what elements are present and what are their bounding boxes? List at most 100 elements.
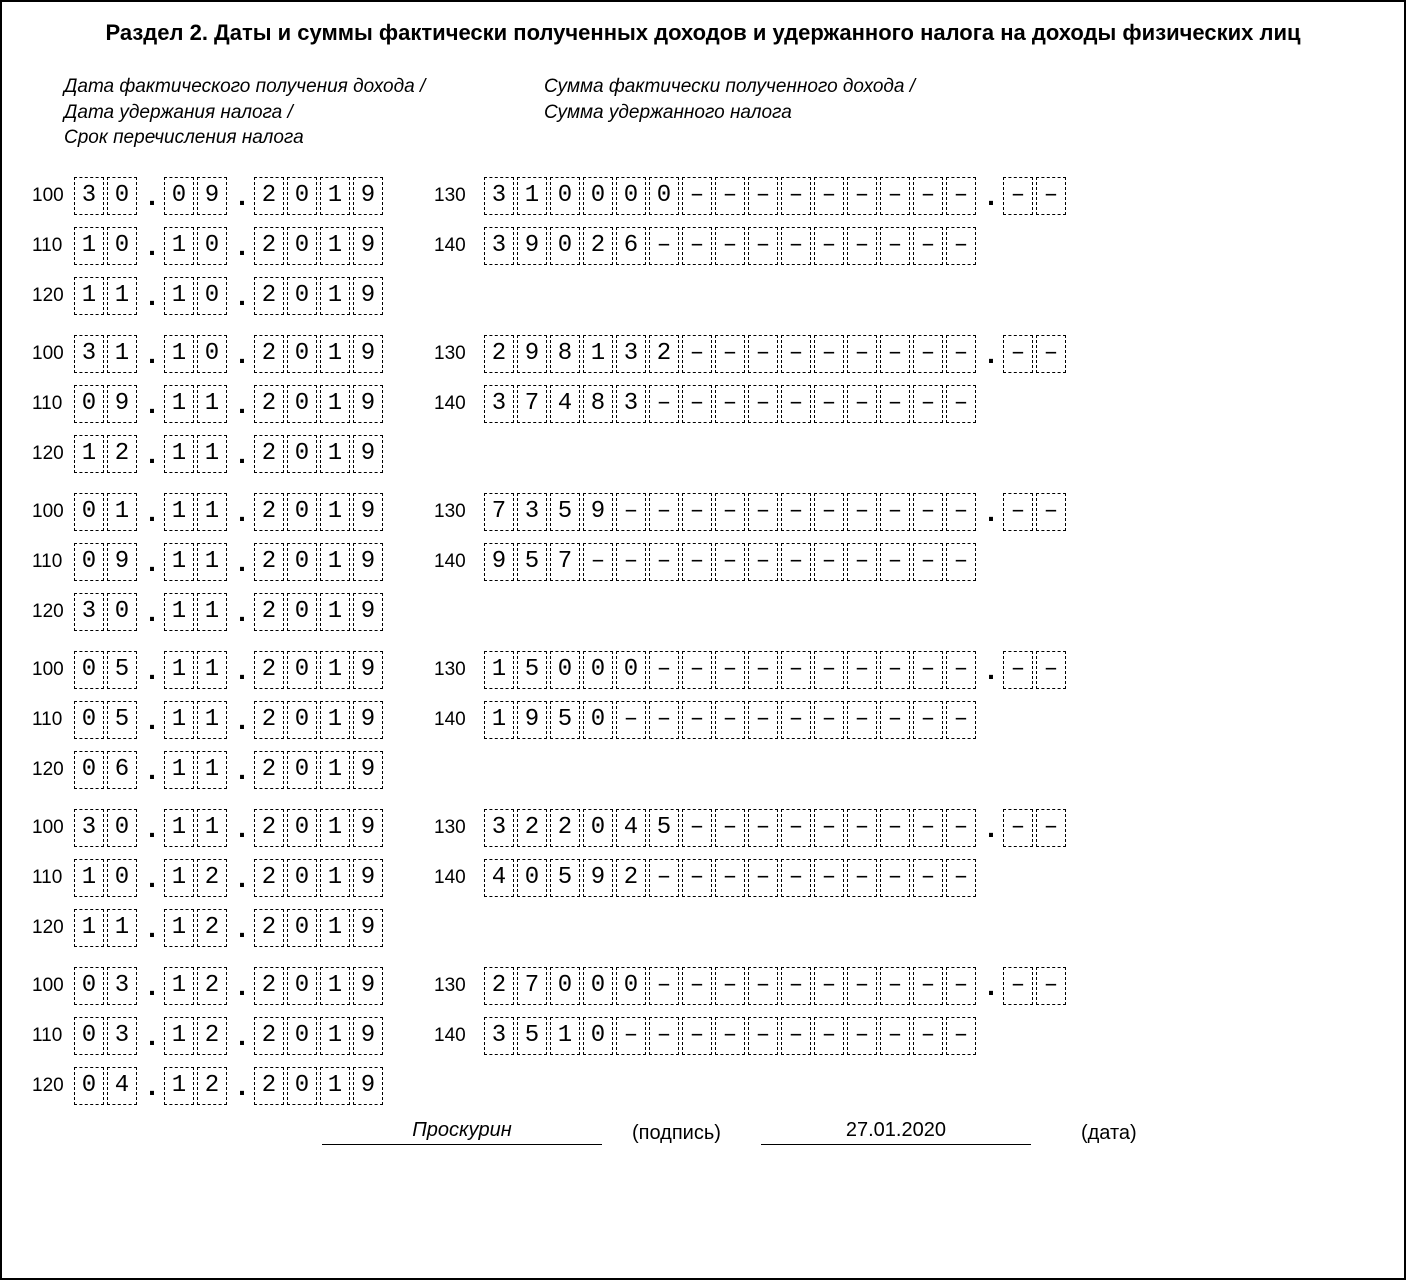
row-code: 130: [434, 501, 484, 523]
cell: 0: [287, 335, 317, 373]
cell: 9: [353, 385, 383, 423]
cell: –: [913, 1017, 943, 1055]
date-cells: 03.12.2019: [74, 967, 386, 1005]
cell: 2: [254, 859, 284, 897]
cell: 2: [550, 809, 580, 847]
cell: 9: [353, 1067, 383, 1105]
form-row: 10003.12.201913027000––––––––––.––: [32, 961, 1374, 1011]
cell: –: [748, 651, 778, 689]
cell: –: [814, 651, 844, 689]
dot-separator: .: [982, 493, 1000, 531]
dot-separator: .: [982, 651, 1000, 689]
cell: 0: [107, 809, 137, 847]
cell: –: [814, 385, 844, 423]
cell: 0: [583, 701, 613, 739]
dot-separator: .: [233, 651, 251, 689]
form-row: 10031.10.2019130298132–––––––––.––: [32, 329, 1374, 379]
cell: 5: [107, 651, 137, 689]
cell: 9: [583, 493, 613, 531]
cell: 0: [287, 227, 317, 265]
cell: –: [880, 335, 910, 373]
cell: –: [715, 651, 745, 689]
cell: 0: [287, 909, 317, 947]
cell: 1: [164, 967, 194, 1005]
cell: 0: [550, 177, 580, 215]
cell: 8: [550, 335, 580, 373]
dot-separator: .: [233, 859, 251, 897]
data-blocks: 10030.09.2019130310000–––––––––.––11010.…: [32, 171, 1374, 1111]
cell: 0: [107, 859, 137, 897]
cell: –: [946, 385, 976, 423]
cell: 3: [616, 385, 646, 423]
cell: 1: [107, 493, 137, 531]
cell: 1: [74, 909, 104, 947]
cell: 0: [287, 1017, 317, 1055]
cell: –: [682, 177, 712, 215]
entry-block: 10031.10.2019130298132–––––––––.––11009.…: [32, 329, 1374, 479]
cell: 3: [484, 1017, 514, 1055]
cell: 0: [550, 967, 580, 1005]
dot-separator: .: [233, 809, 251, 847]
amount-cells: 7359–––––––––––.––: [484, 493, 1069, 531]
cell: 9: [353, 543, 383, 581]
dot-separator: .: [233, 593, 251, 631]
cell: 0: [583, 651, 613, 689]
date-cells: 10.10.2019: [74, 227, 386, 265]
cell: –: [1003, 809, 1033, 847]
row-code: 140: [434, 235, 484, 257]
cell: 2: [517, 809, 547, 847]
cell: 1: [197, 809, 227, 847]
row-code: 120: [32, 443, 74, 465]
cell: 1: [164, 701, 194, 739]
cell: 1: [517, 177, 547, 215]
cell: 1: [164, 751, 194, 789]
cell: –: [814, 335, 844, 373]
cell: –: [682, 967, 712, 1005]
cell: 0: [287, 493, 317, 531]
form-page: Раздел 2. Даты и суммы фактически получе…: [0, 0, 1406, 1280]
dot-separator: .: [233, 701, 251, 739]
dot-separator: .: [233, 543, 251, 581]
cell: –: [649, 1017, 679, 1055]
cell: –: [649, 493, 679, 531]
amount-cells: 1950–––––––––––: [484, 701, 979, 739]
dot-separator: .: [143, 435, 161, 473]
row-code: 100: [32, 659, 74, 681]
cell: –: [781, 335, 811, 373]
amount-cells: 310000–––––––––.––: [484, 177, 1069, 215]
cell: –: [781, 859, 811, 897]
cell: 2: [254, 909, 284, 947]
date-cells: 04.12.2019: [74, 1067, 386, 1105]
cell: –: [682, 1017, 712, 1055]
entry-block: 10003.12.201913027000––––––––––.––11003.…: [32, 961, 1374, 1111]
form-row: 12011.10.2019: [32, 271, 1374, 321]
cell: –: [946, 543, 976, 581]
cell: –: [913, 859, 943, 897]
cell: 0: [164, 177, 194, 215]
dot-separator: .: [982, 177, 1000, 215]
cell: –: [1003, 651, 1033, 689]
cell: 5: [550, 701, 580, 739]
amount-cells: 298132–––––––––.––: [484, 335, 1069, 373]
cell: –: [781, 177, 811, 215]
cell: –: [748, 809, 778, 847]
cell: 9: [353, 227, 383, 265]
cell: 2: [254, 543, 284, 581]
form-row: 12006.11.2019: [32, 745, 1374, 795]
cell: –: [847, 859, 877, 897]
row-code: 110: [32, 1025, 74, 1047]
cell: 3: [616, 335, 646, 373]
cell: 9: [353, 435, 383, 473]
dot-separator: .: [233, 227, 251, 265]
footer: Проскурин (подпись) 27.01.2020 (дата): [32, 1119, 1374, 1145]
cell: –: [913, 227, 943, 265]
amount-cells: 27000––––––––––.––: [484, 967, 1069, 1005]
cell: 0: [197, 335, 227, 373]
cell: 1: [320, 543, 350, 581]
cell: 2: [254, 385, 284, 423]
cell: –: [880, 809, 910, 847]
dot-separator: .: [233, 493, 251, 531]
cell: 2: [254, 1067, 284, 1105]
dot-separator: .: [982, 809, 1000, 847]
amount-cells: 3510–––––––––––: [484, 1017, 979, 1055]
